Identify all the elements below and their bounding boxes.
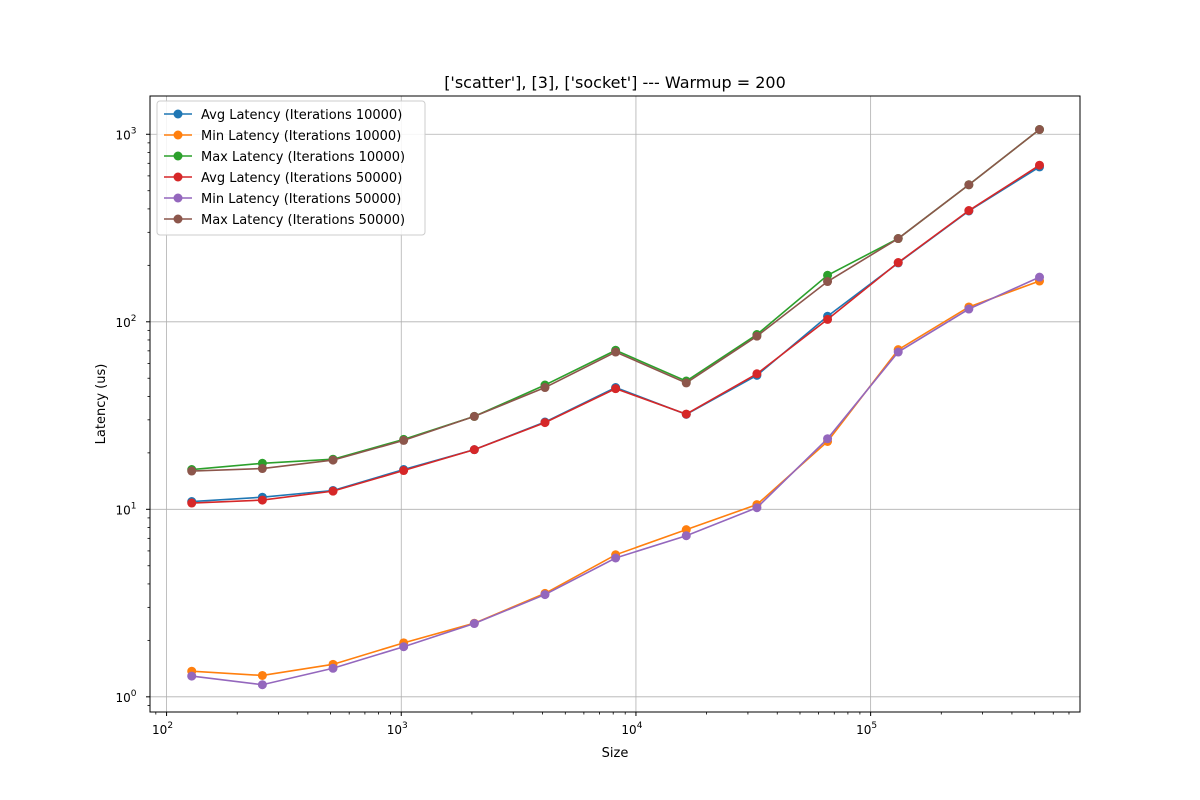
data-point xyxy=(328,455,338,465)
data-point xyxy=(328,663,338,673)
legend-box xyxy=(156,100,426,236)
legend-entry: Avg Latency (Iterations 10000) xyxy=(164,108,402,123)
data-point xyxy=(611,384,621,394)
x-axis-label: Size xyxy=(602,746,629,761)
y-tick-label: 102 xyxy=(115,314,136,330)
data-point xyxy=(187,498,197,508)
x-tick-label: 102 xyxy=(152,721,173,737)
data-point xyxy=(540,590,550,600)
series-layer xyxy=(187,125,1045,690)
legend-entry: Min Latency (Iterations 50000) xyxy=(164,192,401,207)
data-point xyxy=(823,314,833,324)
data-point xyxy=(1035,272,1045,282)
data-point xyxy=(681,409,691,419)
y-tick-label: 101 xyxy=(115,501,136,517)
data-point xyxy=(893,234,903,244)
data-point xyxy=(611,553,621,563)
data-point xyxy=(187,671,197,681)
plot-frame xyxy=(149,95,1081,713)
legend-label: Min Latency (Iterations 50000) xyxy=(201,192,401,207)
data-point xyxy=(964,304,974,314)
legend-entry: Max Latency (Iterations 10000) xyxy=(164,150,405,165)
data-point xyxy=(257,680,267,690)
legend-swatch-marker xyxy=(173,151,183,161)
series-4 xyxy=(187,160,1045,508)
y-axis-label: Latency (us) xyxy=(94,364,109,445)
x-tick-label: 104 xyxy=(621,721,642,737)
data-point xyxy=(964,206,974,216)
data-point xyxy=(399,466,409,476)
data-point xyxy=(540,418,550,428)
chart-title: ['scatter'], [3], ['socket'] --- Warmup … xyxy=(444,73,786,92)
legend-label: Avg Latency (Iterations 50000) xyxy=(201,171,402,186)
data-point xyxy=(681,378,691,388)
data-point xyxy=(1035,125,1045,135)
legend-entry: Max Latency (Iterations 50000) xyxy=(164,213,405,228)
series-5 xyxy=(187,272,1045,690)
data-point xyxy=(752,369,762,379)
data-point xyxy=(187,466,197,476)
legend-swatch-marker xyxy=(173,130,183,140)
legend-label: Min Latency (Iterations 10000) xyxy=(201,129,401,144)
data-point xyxy=(964,180,974,190)
legend-entry: Avg Latency (Iterations 50000) xyxy=(164,171,402,186)
data-point xyxy=(752,331,762,341)
legend-swatch-marker xyxy=(173,214,183,224)
data-point xyxy=(469,619,479,629)
data-point xyxy=(540,383,550,393)
data-point xyxy=(611,347,621,357)
data-point xyxy=(469,445,479,455)
x-tick-label: 103 xyxy=(387,721,408,737)
data-point xyxy=(893,258,903,268)
data-point xyxy=(823,434,833,444)
data-point xyxy=(257,464,267,474)
legend-swatch-marker xyxy=(173,109,183,119)
y-tick-label: 100 xyxy=(115,689,136,705)
data-point xyxy=(399,435,409,445)
data-point xyxy=(399,642,409,652)
legend-label: Max Latency (Iterations 10000) xyxy=(201,150,405,165)
legend-label: Max Latency (Iterations 50000) xyxy=(201,213,405,228)
legend: Avg Latency (Iterations 10000) Min Latenc… xyxy=(156,100,426,236)
data-point xyxy=(257,495,267,505)
data-point xyxy=(257,670,267,680)
legend-swatch-marker xyxy=(173,193,183,203)
legend-label: Avg Latency (Iterations 10000) xyxy=(201,108,402,123)
legend-entry: Min Latency (Iterations 10000) xyxy=(164,129,401,144)
ticks: 102 103 104 105 100 101 102 103 xyxy=(115,126,1070,737)
data-point xyxy=(328,486,338,496)
data-point xyxy=(1035,160,1045,170)
x-tick-label: 105 xyxy=(856,721,877,737)
data-point xyxy=(893,347,903,357)
data-point xyxy=(823,270,833,280)
data-point xyxy=(469,411,479,421)
y-tick-label: 103 xyxy=(115,126,136,142)
series-6 xyxy=(187,125,1045,476)
legend-swatch-marker xyxy=(173,172,183,182)
data-point xyxy=(752,503,762,513)
data-point xyxy=(823,277,833,287)
data-point xyxy=(681,531,691,541)
